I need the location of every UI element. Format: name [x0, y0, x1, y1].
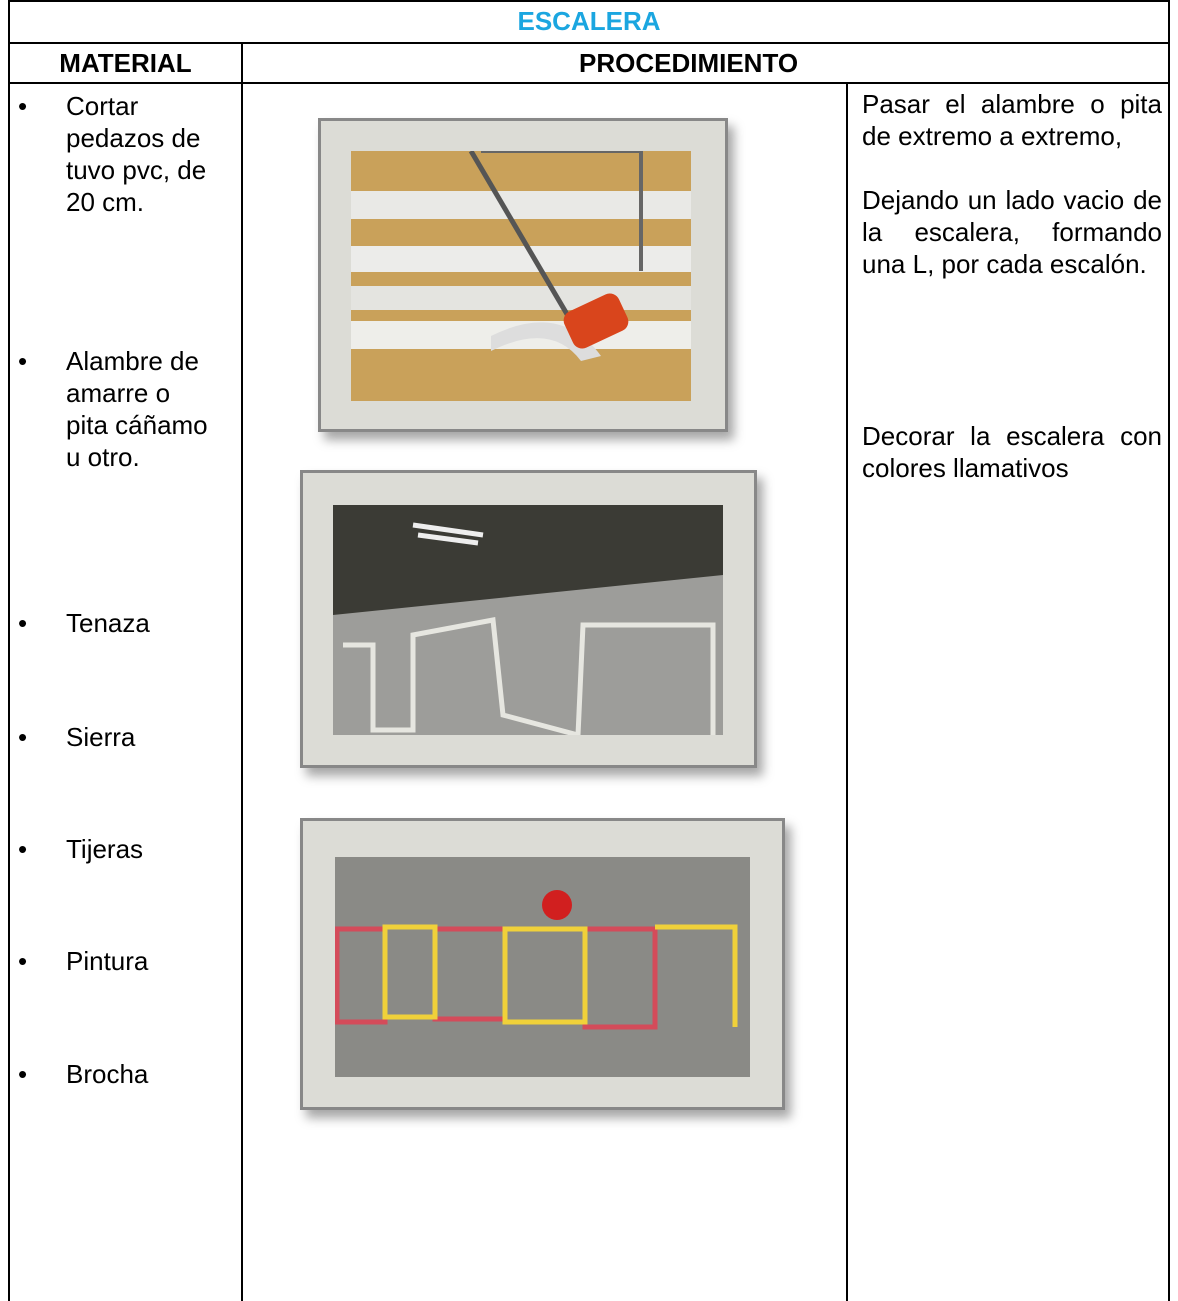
procedure-text: Pasar el alambre o pita de extremo a ext… [862, 89, 1162, 151]
photo [335, 857, 750, 1077]
photo-frame [300, 470, 757, 768]
rule [1168, 0, 1170, 1301]
column-header: MATERIAL [59, 48, 192, 78]
rule [241, 42, 243, 1301]
rule [8, 0, 10, 1301]
column-header: PROCEDIMIENTO [579, 48, 799, 78]
procedure-text: Dejando un lado vacio de la escalera, fo… [862, 185, 1162, 279]
rule [8, 0, 1170, 2]
photo [351, 151, 691, 401]
rule [846, 82, 848, 1301]
material: Cortar pedazos de tuvo pvc, de 20 cm. [66, 91, 207, 217]
procedure-text: Decorar la escalera con colores llamativ… [862, 421, 1162, 483]
material: Tijeras [66, 834, 144, 864]
material: Pintura [66, 946, 149, 976]
photo [333, 505, 723, 735]
rule [8, 42, 1170, 44]
photo-frame [318, 118, 728, 432]
title: ESCALERA [517, 6, 661, 36]
rule [8, 82, 1170, 84]
material: Tenaza [66, 608, 150, 638]
photo-frame [300, 818, 785, 1110]
material: Brocha [66, 1059, 149, 1089]
material: Sierra [66, 722, 136, 752]
material: Alambre de amarre o pita cáñamo u otro. [66, 346, 208, 472]
